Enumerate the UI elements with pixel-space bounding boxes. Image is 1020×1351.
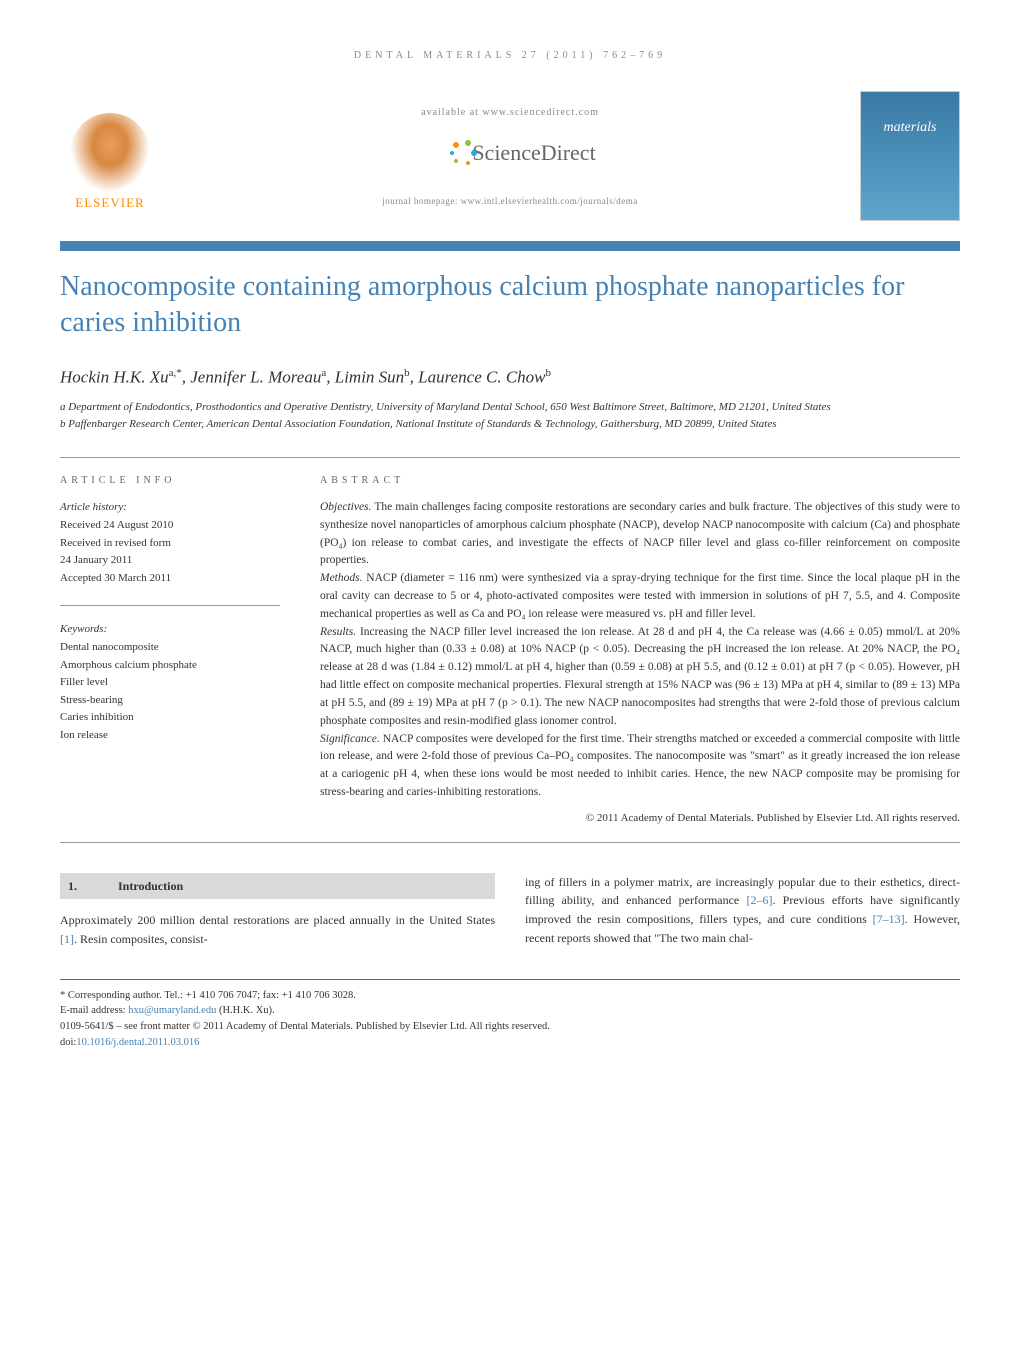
elsevier-tree-icon — [70, 113, 150, 193]
abstract-column: ABSTRACT Objectives. The main challenges… — [320, 473, 960, 826]
body-paragraph: ing of fillers in a polymer matrix, are … — [525, 873, 960, 947]
body-column-left: 1.Introduction Approximately 200 million… — [60, 873, 495, 949]
significance-label: Significance. — [320, 733, 380, 745]
elsevier-logo: ELSEVIER — [60, 101, 160, 211]
page-container: DENTAL MATERIALS 27 (2011) 762–769 ELSEV… — [0, 0, 1020, 1101]
keyword: Ion release — [60, 727, 280, 745]
section-title: Introduction — [118, 879, 183, 893]
doi-label: doi: — [60, 1037, 76, 1048]
article-info-column: ARTICLE INFO Article history: Received 2… — [60, 473, 280, 826]
elsevier-label: ELSEVIER — [75, 195, 144, 211]
issn-line: 0109-5641/$ – see front matter © 2011 Ac… — [60, 1019, 960, 1035]
running-head: DENTAL MATERIALS 27 (2011) 762–769 — [60, 50, 960, 61]
article-title: Nanocomposite containing amorphous calci… — [60, 269, 960, 342]
affiliations: a Department of Endodontics, Prosthodont… — [60, 399, 960, 432]
email-label: E-mail address: — [60, 1005, 128, 1016]
doi-line: doi:10.1016/j.dental.2011.03.016 — [60, 1035, 960, 1051]
history-line: Accepted 30 March 2011 — [60, 570, 280, 588]
title-bar — [60, 241, 960, 251]
article-history-block: Article history: Received 24 August 2010… — [60, 499, 280, 587]
keyword: Stress-bearing — [60, 692, 280, 710]
info-divider — [60, 605, 280, 606]
sciencedirect-logo: ScienceDirect — [424, 133, 595, 173]
body-column-right: ing of fillers in a polymer matrix, are … — [525, 873, 960, 949]
history-line: Received 24 August 2010 — [60, 517, 280, 535]
footnotes: * Corresponding author. Tel.: +1 410 706… — [60, 979, 960, 1051]
header-center: available at www.sciencedirect.com Scien… — [160, 107, 860, 206]
methods-label: Methods. — [320, 572, 362, 584]
body-columns: 1.Introduction Approximately 200 million… — [60, 873, 960, 949]
corresponding-author: * Corresponding author. Tel.: +1 410 706… — [60, 988, 960, 1004]
abstract-significance: Significance. NACP composites were devel… — [320, 731, 960, 802]
significance-text: NACP composites were developed for the f… — [320, 733, 960, 798]
ref-link[interactable]: [2–6] — [746, 893, 772, 907]
history-line: 24 January 2011 — [60, 552, 280, 570]
abstract-results: Results. Increasing the NACP filler leve… — [320, 624, 960, 731]
section-number: 1. — [68, 877, 118, 896]
affiliation-a: a Department of Endodontics, Prosthodont… — [60, 399, 960, 416]
info-abstract-row: ARTICLE INFO Article history: Received 2… — [60, 473, 960, 826]
keyword: Amorphous calcium phosphate — [60, 657, 280, 675]
abstract-heading: ABSTRACT — [320, 473, 960, 489]
keywords-block: Keywords: Dental nanocomposite Amorphous… — [60, 621, 280, 744]
abstract-objectives: Objectives. The main challenges facing c… — [320, 499, 960, 570]
email-name: (H.H.K. Xu). — [216, 1005, 274, 1016]
body-paragraph: Approximately 200 million dental restora… — [60, 911, 495, 948]
divider-bottom — [60, 842, 960, 843]
doi-link[interactable]: 10.1016/j.dental.2011.03.016 — [76, 1037, 199, 1048]
abstract-methods: Methods. NACP (diameter = 116 nm) were s… — [320, 570, 960, 623]
objectives-label: Objectives. — [320, 501, 371, 513]
email-link[interactable]: hxu@umaryland.edu — [128, 1005, 216, 1016]
sciencedirect-swirl-icon — [424, 133, 464, 173]
history-label: Article history: — [60, 499, 280, 517]
abstract-copyright: © 2011 Academy of Dental Materials. Publ… — [320, 810, 960, 827]
authors: Hockin H.K. Xua,*, Jennifer L. Moreaua, … — [60, 367, 960, 388]
section-heading: 1.Introduction — [60, 873, 495, 900]
journal-cover-title: materials — [884, 120, 937, 136]
ref-link[interactable]: [1] — [60, 932, 74, 946]
email-line: E-mail address: hxu@umaryland.edu (H.H.K… — [60, 1003, 960, 1019]
history-line: Received in revised form — [60, 535, 280, 553]
divider-top — [60, 457, 960, 458]
publisher-header: ELSEVIER available at www.sciencedirect.… — [60, 91, 960, 221]
available-at-text: available at www.sciencedirect.com — [160, 107, 860, 118]
sciencedirect-label: ScienceDirect — [472, 140, 595, 166]
article-info-heading: ARTICLE INFO — [60, 473, 280, 489]
keywords-label: Keywords: — [60, 621, 280, 639]
results-text: Increasing the NACP filler level increas… — [320, 626, 960, 727]
keyword: Caries inhibition — [60, 709, 280, 727]
ref-link[interactable]: [7–13] — [873, 912, 905, 926]
journal-homepage: journal homepage: www.intl.elsevierhealt… — [160, 196, 860, 206]
affiliation-b: b Paffenbarger Research Center, American… — [60, 416, 960, 433]
results-label: Results. — [320, 626, 356, 638]
keyword: Dental nanocomposite — [60, 639, 280, 657]
objectives-text: The main challenges facing composite res… — [320, 501, 960, 566]
journal-cover-thumbnail: materials — [860, 91, 960, 221]
methods-text: NACP (diameter = 116 nm) were synthesize… — [320, 572, 960, 620]
keyword: Filler level — [60, 674, 280, 692]
